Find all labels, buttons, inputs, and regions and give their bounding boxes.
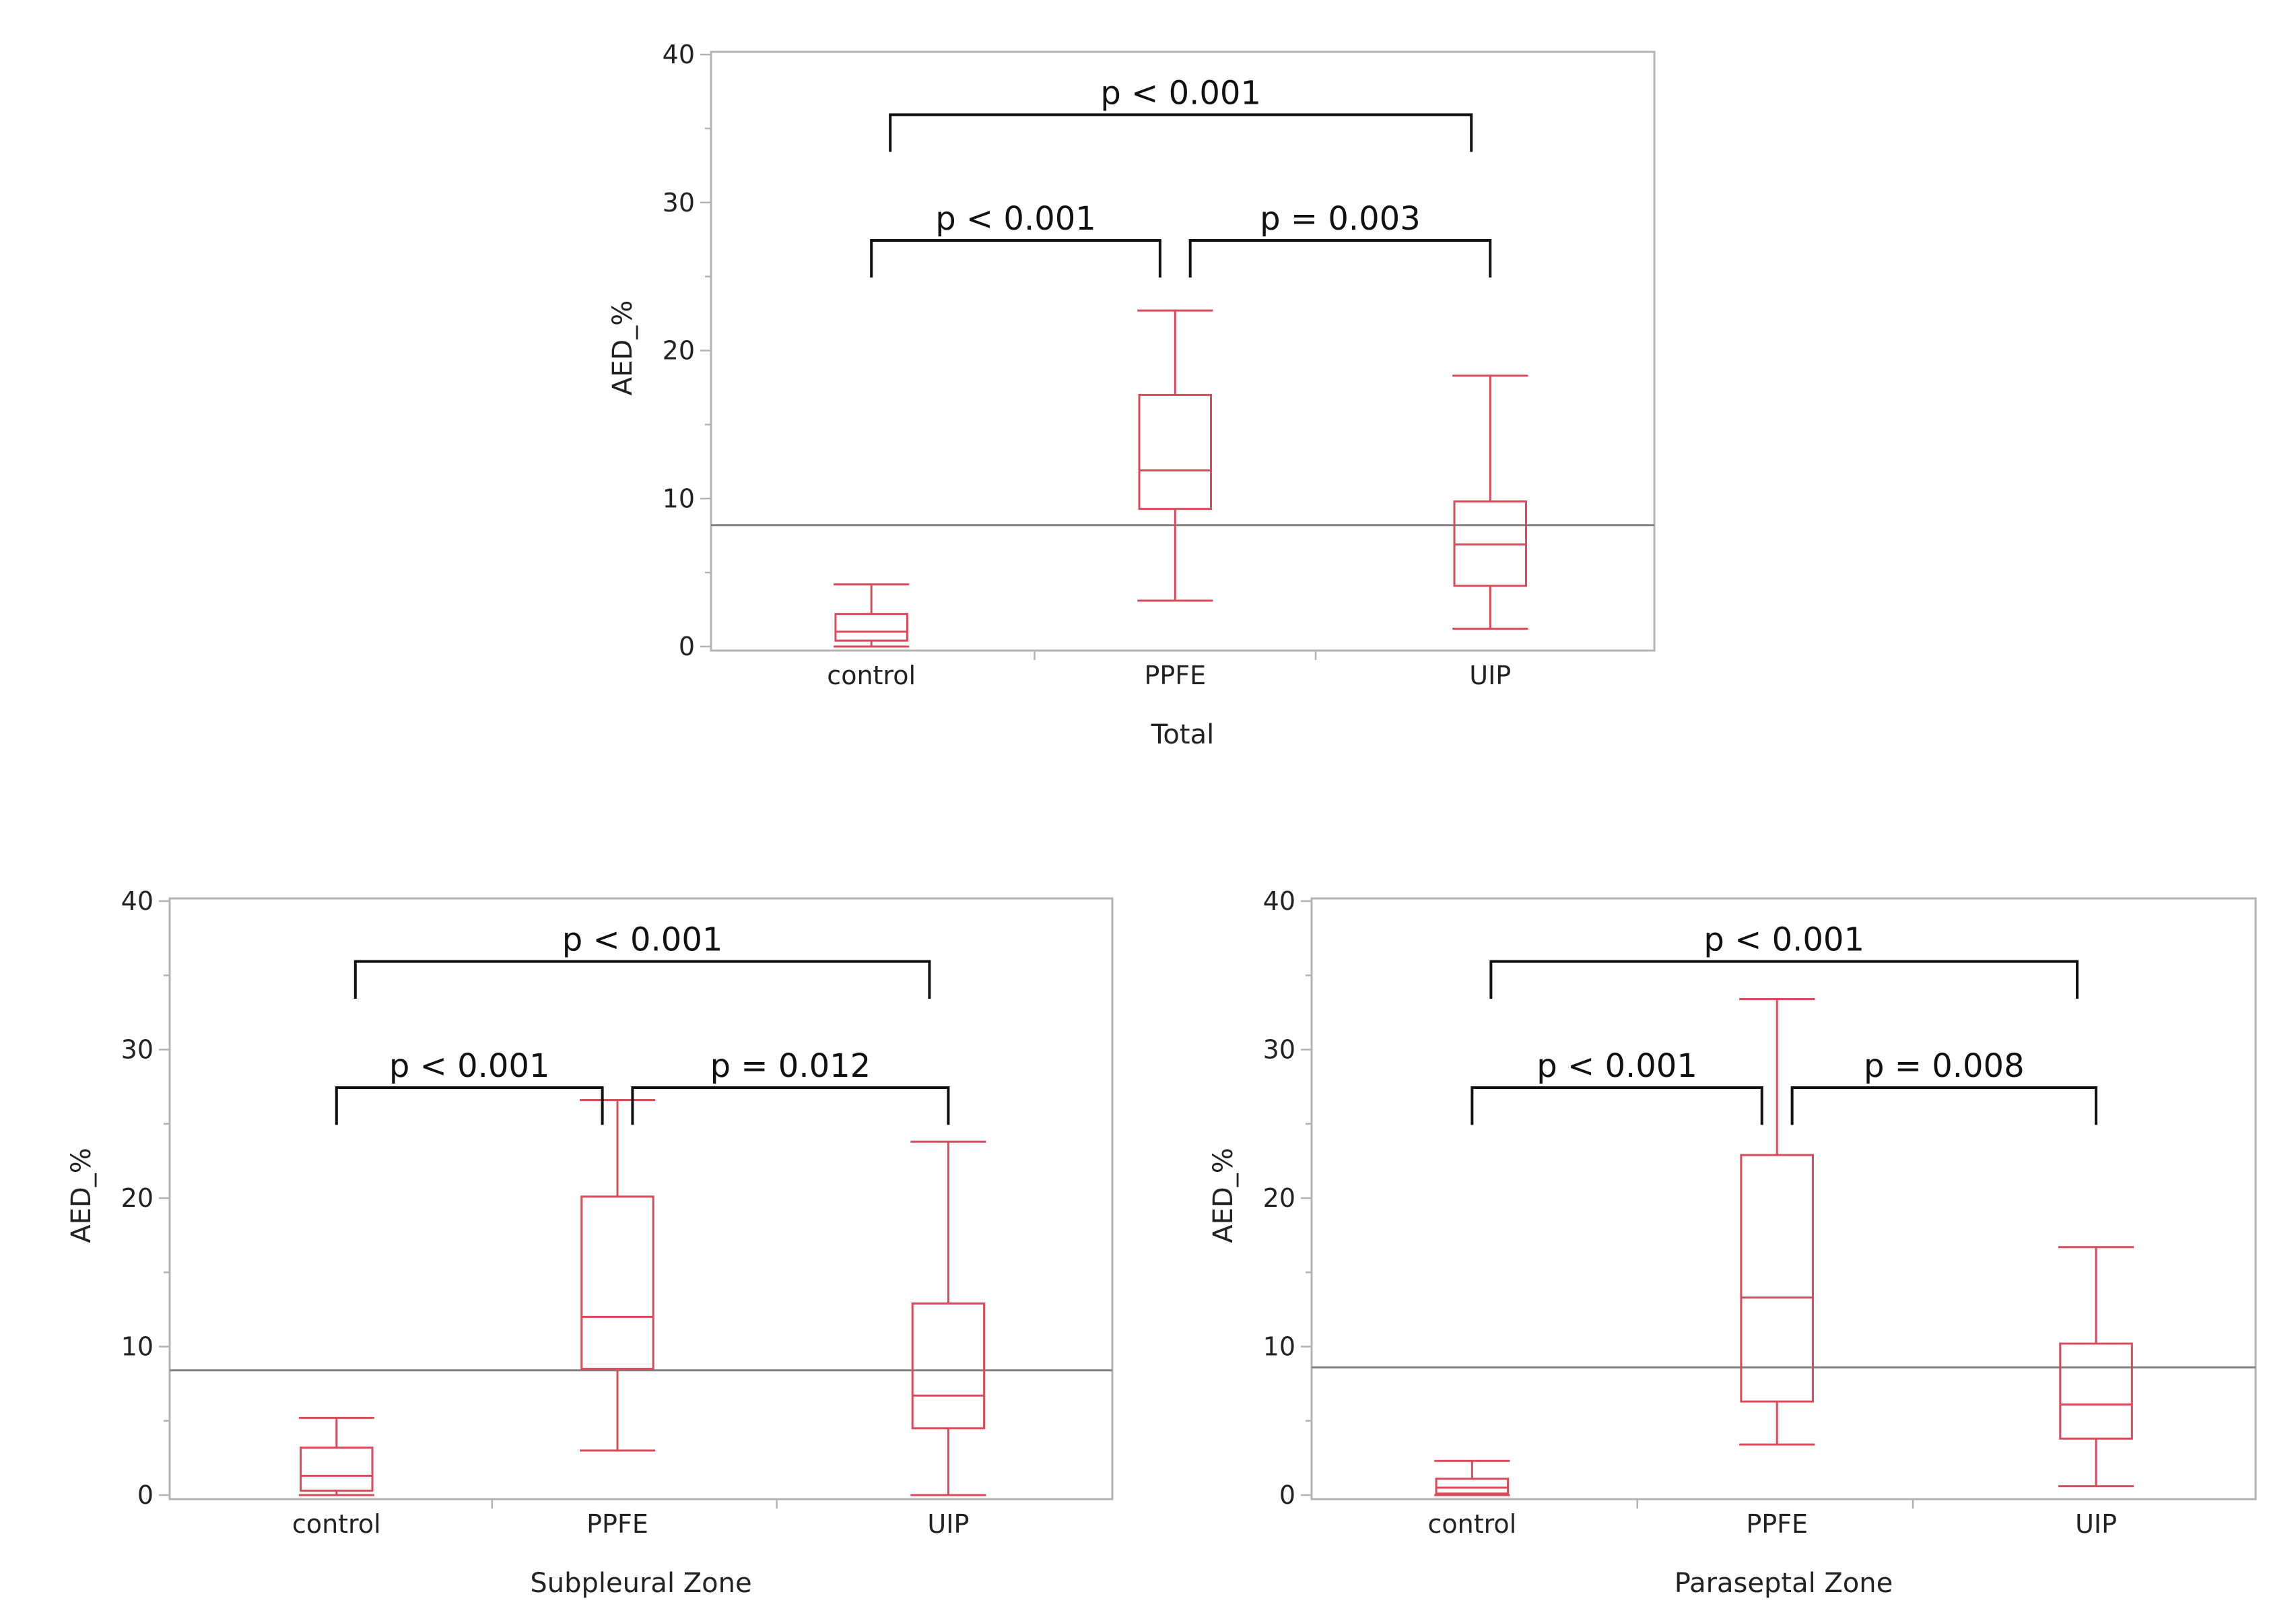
y-tick-label: 40 — [1263, 886, 1295, 916]
box-iqr — [834, 613, 908, 642]
x-tick-label: PPFE — [1746, 1509, 1808, 1539]
y-tick-label: 20 — [121, 1183, 154, 1213]
box-iqr — [1740, 1154, 1814, 1403]
y-tick-label: 0 — [1279, 1480, 1295, 1510]
y-tick-label: 0 — [137, 1480, 154, 1510]
significance-bracket — [1471, 1086, 1763, 1125]
box-iqr — [2059, 1342, 2133, 1440]
plot-frame — [168, 897, 1114, 1500]
plot-frame — [1310, 897, 2257, 1500]
y-axis-title: AED_% — [1208, 1148, 1239, 1243]
significance-bracket — [889, 113, 1473, 152]
chart-panel-2: 0 10 20 30 40 control PPFE UIP Subpleural Zone AE… — [66, 886, 1114, 1599]
x-axis-title: Paraseptal Zone — [1675, 1568, 1893, 1599]
x-axis-title: Subpleural Zone — [530, 1568, 751, 1599]
x-tick-label: control — [292, 1509, 381, 1539]
significance-bracket — [1790, 1086, 2098, 1125]
x-tick-label: PPFE — [586, 1509, 648, 1539]
y-tick-label: 40 — [663, 40, 695, 69]
chart-panel-3: 0 10 20 30 40 control PPFE UIP Paraseptal Zone AE… — [1208, 886, 2257, 1599]
significance-bracket — [335, 1086, 604, 1125]
significance-bracket — [353, 960, 931, 999]
significance-label: p < 0.001 — [562, 921, 723, 959]
y-tick-label: 30 — [1263, 1035, 1295, 1065]
x-tick-label: UIP — [1469, 661, 1511, 690]
box-iqr — [1435, 1478, 1510, 1495]
y-tick-label: 10 — [121, 1332, 154, 1362]
plot-frame — [710, 51, 1656, 652]
significance-label: p < 0.001 — [1100, 74, 1261, 112]
box-iqr — [300, 1446, 374, 1492]
y-axis-title: AED_% — [66, 1148, 97, 1243]
x-tick-label: UIP — [2075, 1509, 2117, 1539]
significance-bracket — [1489, 960, 2079, 999]
y-tick-label: 40 — [121, 886, 154, 916]
y-tick-label: 0 — [679, 632, 695, 661]
x-tick-label: control — [1427, 1509, 1516, 1539]
significance-bracket — [631, 1086, 950, 1125]
significance-label: p < 0.001 — [389, 1047, 550, 1085]
x-axis-title: Total — [1151, 719, 1214, 750]
chart-panel-1: 0 10 20 30 40 control PPFE UIP Total AED_% p < 0.0… — [607, 40, 1656, 750]
significance-label: p = 0.012 — [710, 1047, 871, 1085]
box-iqr — [580, 1195, 654, 1370]
x-tick-label: control — [827, 661, 916, 690]
significance-label: p < 0.001 — [935, 200, 1096, 238]
significance-bracket — [870, 239, 1161, 278]
x-tick-label: PPFE — [1144, 661, 1206, 690]
y-tick-label: 30 — [121, 1035, 154, 1065]
y-axis-title: AED_% — [607, 300, 638, 395]
significance-label: p = 0.008 — [1864, 1047, 2025, 1085]
significance-label: p = 0.003 — [1260, 200, 1421, 238]
y-tick-label: 20 — [1263, 1183, 1295, 1213]
significance-label: p < 0.001 — [1537, 1047, 1697, 1085]
y-tick-label: 10 — [1263, 1332, 1295, 1362]
y-tick-label: 10 — [663, 484, 695, 513]
y-tick-label: 20 — [663, 336, 695, 366]
y-tick-label: 30 — [663, 188, 695, 218]
x-tick-label: UIP — [927, 1509, 969, 1539]
box-iqr — [911, 1302, 986, 1430]
box-iqr — [1138, 393, 1213, 510]
significance-bracket — [1188, 239, 1492, 278]
significance-label: p < 0.001 — [1703, 921, 1864, 959]
